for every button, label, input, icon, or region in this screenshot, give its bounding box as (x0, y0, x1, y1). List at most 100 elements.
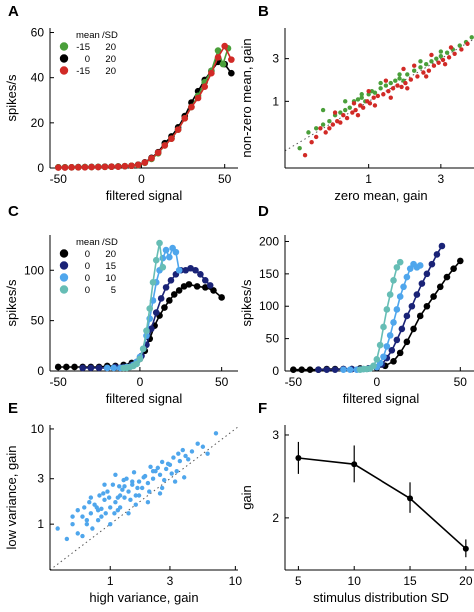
data-point-green (343, 99, 348, 104)
data-point-navy (408, 302, 416, 310)
data-point-red (174, 126, 182, 133)
data-point-red (161, 142, 169, 149)
data-point-teal (156, 239, 163, 247)
data-point-teal (396, 258, 404, 266)
legend-mean-value: 0 (85, 273, 90, 284)
data-point-black (430, 293, 437, 300)
data-point-lightblue (340, 366, 347, 374)
data-point-lightblue (162, 477, 167, 483)
data-point-green (405, 72, 410, 77)
data-point-lightblue (346, 366, 354, 374)
x-tick-label: -50 (50, 172, 68, 186)
x-tick-label: 5 (295, 574, 302, 588)
data-point-navy (315, 366, 322, 374)
data-point-lightblue (157, 491, 163, 496)
data-point-navy (152, 309, 160, 316)
data-point-black (175, 287, 183, 294)
legend-mean-value: 0 (85, 285, 90, 296)
data-point-navy (388, 346, 396, 354)
data-point-lightblue (136, 479, 142, 484)
panel-letter: F (258, 400, 267, 417)
data-point-red (61, 164, 69, 171)
data-point-lightblue (163, 466, 169, 472)
y-tick-label: 0 (37, 364, 44, 378)
data-point-red (201, 83, 209, 91)
legend-mean-value: 0 (85, 261, 90, 272)
data-point-red (360, 105, 366, 110)
data-point-navy (157, 295, 165, 302)
data-point-red (141, 159, 149, 166)
data-point-lightblue (102, 497, 107, 503)
data-point-red (55, 164, 62, 171)
data-point-lightblue (183, 453, 188, 459)
data-point-lightblue (99, 514, 104, 519)
data-point-red (154, 149, 162, 156)
data-point-green (366, 92, 371, 97)
data-point-red (128, 162, 135, 170)
x-tick-label: 1 (107, 574, 114, 588)
legend-mean-value: -15 (76, 42, 90, 53)
x-tick-label: 50 (218, 172, 232, 186)
y-tick-label: 100 (259, 299, 279, 313)
data-point-lightblue (406, 265, 414, 272)
y-tick-label: 3 (37, 472, 44, 486)
data-point-lightblue (177, 458, 183, 464)
data-point-lightblue (126, 511, 131, 516)
data-point-red (208, 69, 215, 77)
data-point-green (469, 35, 474, 40)
data-point-teal (376, 341, 384, 349)
data-point-red (344, 115, 350, 121)
data-point-green (423, 62, 429, 67)
data-point-red (429, 52, 434, 58)
data-point-red (390, 86, 396, 91)
data-point-lightblue (103, 364, 111, 372)
y-tick-label: 150 (259, 267, 279, 281)
data-point-green (214, 47, 222, 54)
data-point-lightblue (172, 479, 178, 484)
data-point-red (399, 84, 404, 90)
y-tick-label: 100 (24, 263, 44, 277)
data-point-lightblue (157, 472, 163, 477)
data-point-red (350, 110, 355, 115)
data-point-red (415, 74, 420, 79)
legend-marker-teal (59, 285, 69, 294)
data-point-navy (167, 277, 175, 284)
data-point-black (403, 338, 411, 346)
data-point-lightblue (75, 531, 80, 536)
data-point-green (444, 50, 450, 55)
y-tick-label: 20 (31, 116, 45, 130)
data-point-black (290, 366, 297, 374)
data-point-black (396, 349, 404, 357)
data-point-red (114, 163, 122, 170)
data-point-lightblue (105, 489, 110, 494)
data-point-lightblue (181, 475, 187, 480)
data-point-red (353, 107, 358, 113)
data-point-black (170, 291, 178, 298)
data-point-red (338, 120, 343, 125)
data-point-red (168, 135, 175, 142)
data-point-lightblue (97, 493, 102, 498)
data-point-teal (386, 291, 394, 298)
y-tick-label: 50 (31, 314, 45, 328)
data-point-green (219, 60, 227, 68)
data-point-black (63, 363, 70, 371)
data-point-red (309, 139, 314, 145)
data-point-black (185, 281, 193, 288)
legend-header-sd: /SD (102, 237, 118, 248)
data-point-green (313, 126, 319, 131)
data-point-lightblue (213, 431, 219, 436)
data-point-red (423, 74, 429, 79)
data-point-green (383, 83, 389, 88)
data-point-black (71, 363, 78, 371)
data-point-lightblue (171, 455, 176, 460)
data-point-lightblue (205, 451, 210, 456)
data-point-navy (418, 280, 426, 287)
x-axis-label: stimulus distribution SD (313, 590, 449, 605)
data-point-lightblue (101, 491, 106, 496)
data-point-lightblue (130, 479, 135, 484)
data-point-lightblue (396, 293, 404, 300)
legend-mean-value: 0 (85, 249, 90, 260)
x-axis-label: filtered signal (106, 391, 183, 406)
data-point-lightblue (139, 485, 145, 491)
data-point-red (341, 113, 346, 118)
